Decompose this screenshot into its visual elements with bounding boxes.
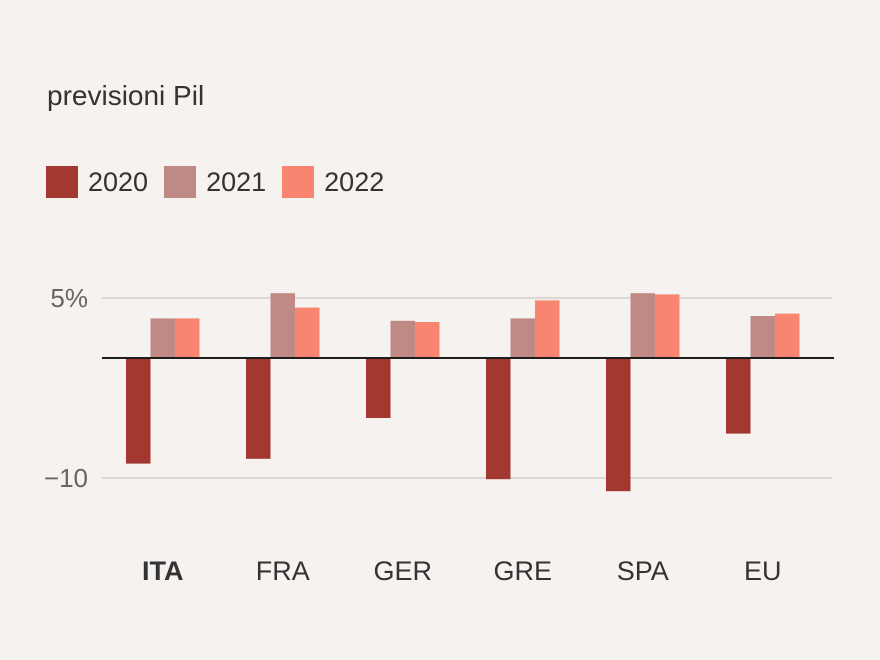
bar-spa-2020 [606, 358, 631, 492]
legend-label-2020: 2020 [88, 166, 149, 197]
y-tick-label: −10 [44, 463, 88, 493]
x-tick-label: SPA [617, 556, 669, 586]
bar-fra-2022 [295, 307, 320, 358]
legend-swatch-2020 [46, 166, 78, 198]
legend-item-2022: 2022 [282, 166, 384, 198]
bar-spa-2022 [655, 294, 680, 358]
chart-title: previsioni Pil [47, 80, 205, 111]
bar-eu-2020 [726, 358, 751, 434]
x-tick-label: ITA [142, 556, 184, 586]
x-tick-label: GER [373, 556, 432, 586]
bar-ita-2021 [150, 318, 175, 358]
legend-label-2021: 2021 [206, 166, 267, 197]
x-tick-label: EU [744, 556, 782, 586]
x-tick-label: GRE [493, 556, 552, 586]
legend-label-2022: 2022 [324, 166, 385, 197]
bar-gre-2022 [535, 300, 560, 358]
legend: 2020 2021 2022 [46, 166, 400, 198]
legend-item-2020: 2020 [46, 166, 148, 198]
bar-ita-2020 [126, 358, 151, 464]
legend-swatch-2022 [282, 166, 315, 198]
bar-ger-2020 [366, 358, 391, 418]
bar-gre-2020 [486, 358, 511, 480]
legend-item-2021: 2021 [164, 166, 266, 198]
bar-gre-2021 [510, 318, 535, 358]
bar-fra-2020 [246, 358, 271, 459]
legend-swatch-2021 [164, 166, 197, 198]
y-tick-label: 5% [50, 283, 88, 313]
bar-eu-2022 [775, 313, 800, 358]
bar-spa-2021 [630, 293, 655, 358]
bar-fra-2021 [270, 293, 295, 358]
x-tick-label: FRA [256, 556, 310, 586]
bar-eu-2021 [750, 316, 775, 358]
bar-ger-2021 [390, 320, 415, 358]
bar-ger-2022 [415, 322, 440, 358]
bar-ita-2022 [175, 318, 200, 358]
